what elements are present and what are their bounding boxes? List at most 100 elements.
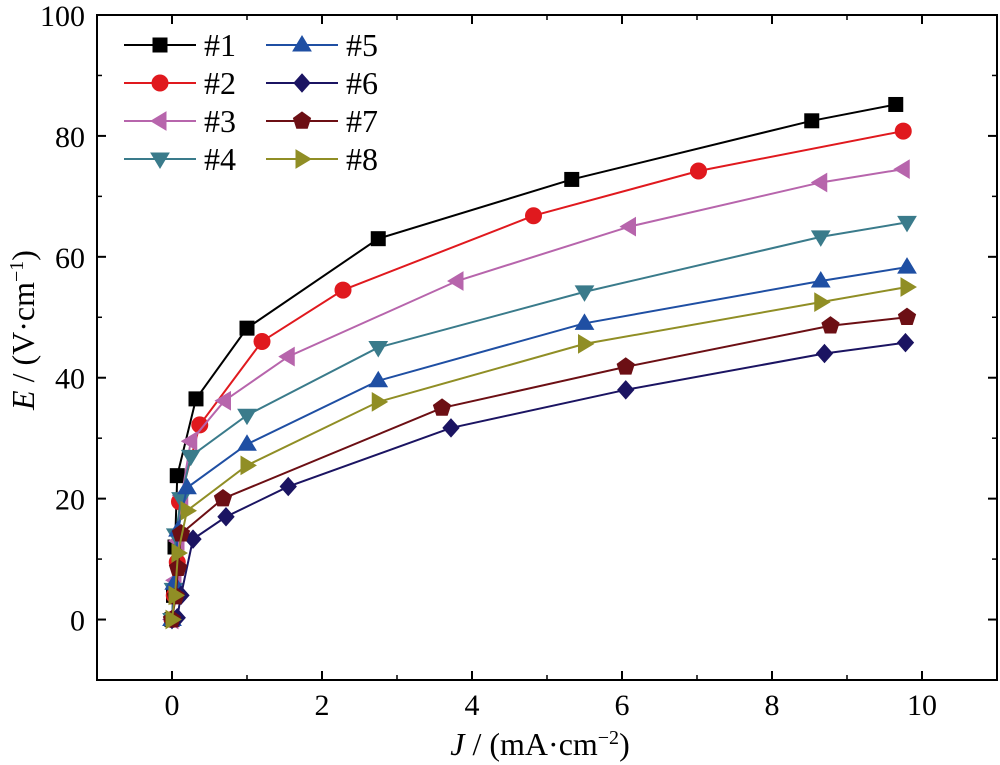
y-tick-label: 0 [70,605,85,638]
series-line [171,168,904,620]
legend-marker [292,111,312,129]
data-point [177,477,197,495]
x-axis-title: J / (mA·cm−2) [450,726,629,762]
data-point [888,96,904,112]
legend-item: #2 [124,65,236,101]
data-point [237,434,257,451]
legend-label: #2 [204,65,236,101]
series-line [171,130,904,620]
data-point [237,408,257,426]
data-point [897,215,917,233]
data-point [815,343,834,364]
data-point [169,468,185,484]
legend-label: #6 [346,65,378,101]
data-point [616,357,635,375]
data-point [239,320,255,336]
data-point [897,257,917,274]
legend-marker [150,111,167,131]
x-tick-label: 0 [165,689,180,722]
legend-item: #6 [266,65,378,101]
legend: #1#2#3#4 #5#6#7#8 [124,27,378,177]
data-point [574,313,595,330]
data-point [213,489,233,507]
data-point [900,277,917,297]
legend-marker [293,73,311,93]
y-tick-label: 20 [55,484,85,517]
legend-label: #7 [346,103,378,139]
data-point [447,271,464,291]
data-point [893,159,910,180]
data-point [171,543,188,563]
x-tick-label: 8 [765,689,780,722]
x-tick-label: 6 [615,689,630,722]
y-tick-label: 60 [55,242,85,275]
data-point [191,416,209,434]
series-8 [165,277,917,630]
data-point [690,162,707,180]
legend-marker [292,35,312,52]
legend-marker [150,152,170,169]
series-line [171,266,908,620]
data-point [168,558,188,576]
series-6 [163,332,915,630]
legend-item: #4 [124,141,236,177]
data-point [165,609,182,630]
legend-item: #3 [124,103,236,139]
data-point [432,398,452,416]
data-point [810,230,831,247]
series-3 [162,159,910,630]
data-point [368,370,389,388]
series-layer [162,96,917,630]
data-point [217,507,235,527]
y-axis-title: E / (V·cm−1) [5,250,41,411]
legend-label: #8 [346,141,378,177]
data-point [368,341,389,358]
series-line [171,341,906,621]
data-point [617,380,635,400]
legend-label: #5 [346,27,378,63]
data-point [188,391,204,407]
data-point [371,392,389,412]
legend-item: #1 [124,27,236,63]
data-point [574,285,595,302]
data-point [180,431,198,452]
legend-label: #3 [204,103,236,139]
data-point [180,449,201,467]
data-point [525,207,542,225]
legend-item: #7 [266,103,378,139]
data-point [442,418,460,438]
data-point [814,292,831,313]
y-tick-label: 100 [40,0,85,33]
legend-marker [152,37,168,53]
legend-marker [295,149,312,169]
data-point [810,172,828,193]
data-point [370,231,386,247]
y-tick-label: 40 [55,363,85,396]
data-point [253,332,271,350]
data-point [804,113,820,129]
series-7 [162,307,917,628]
y-tick-label: 80 [55,121,85,154]
x-tick-label: 4 [465,689,480,722]
data-point [168,585,185,606]
x-tick-label: 2 [315,689,330,722]
legend-label: #1 [204,27,236,63]
legend-item: #5 [266,27,378,63]
data-point [619,216,636,237]
data-point [180,500,197,521]
data-point [214,390,231,411]
x-tick-label: 10 [907,689,937,722]
series-line [171,286,908,620]
data-point [564,171,580,187]
data-point [240,455,257,476]
data-point [578,333,595,354]
series-line [171,316,908,620]
data-point [821,316,840,334]
data-point [334,281,352,299]
data-point [897,307,917,326]
legend-marker [151,74,169,92]
data-point [810,271,831,288]
data-point [894,122,912,140]
